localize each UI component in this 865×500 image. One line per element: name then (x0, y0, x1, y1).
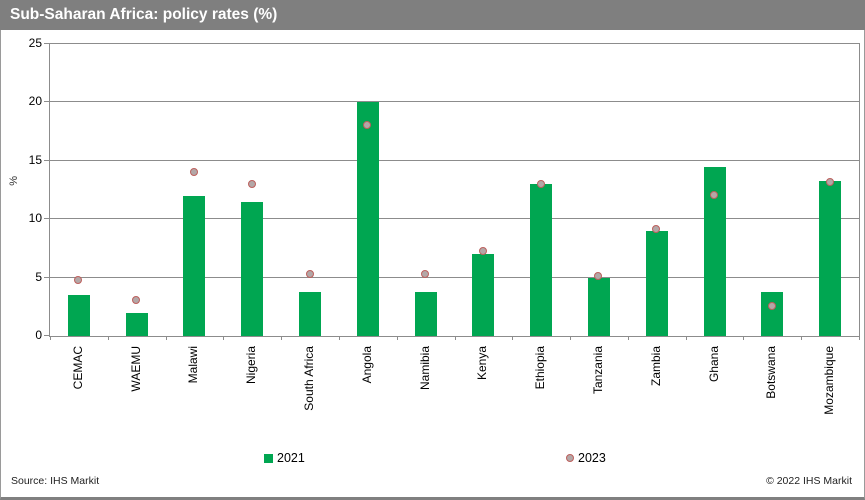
bar-angola (356, 102, 379, 336)
y-tick-label: 10 (28, 211, 42, 226)
x-axis-label: WAEMU (128, 346, 143, 392)
y-axis-tick (44, 218, 50, 220)
y-axis-tick (44, 101, 50, 103)
x-axis-tick (281, 336, 283, 340)
x-axis-tick (512, 336, 514, 340)
x-axis-tick (859, 336, 860, 340)
x-axis-label: Malawi (186, 346, 201, 384)
gridline (50, 159, 859, 161)
bar-namibia (414, 292, 437, 336)
gridline (50, 218, 859, 220)
point-cemac (74, 276, 83, 285)
x-axis-tick (685, 336, 687, 340)
point-ghana (710, 191, 719, 200)
y-axis-tick (44, 159, 50, 161)
y-axis-tick (44, 276, 50, 278)
point-malawi (189, 167, 198, 176)
gridline (50, 101, 859, 103)
y-axis-tick (44, 335, 50, 336)
x-axis-tick (223, 336, 225, 340)
bar-kenya (472, 254, 495, 336)
point-south-africa (305, 270, 314, 279)
x-axis-label: Ghana (706, 346, 721, 383)
x-axis-label: Zambia (648, 346, 663, 387)
x-axis-tick (50, 336, 51, 340)
x-axis-tick (570, 336, 572, 340)
x-axis-label: Angola (359, 346, 374, 384)
bar-malawi (183, 195, 206, 336)
x-axis-tick (801, 336, 803, 340)
x-axis-label: Nigeria (244, 346, 259, 385)
bar-nigeria (241, 201, 264, 336)
y-tick-label: 25 (28, 36, 42, 50)
x-axis-label: South Africa (302, 346, 317, 411)
chart-title: Sub-Saharan Africa: policy rates (%) (10, 6, 278, 23)
y-axis-label: % (8, 176, 20, 186)
point-namibia (421, 270, 430, 279)
bar-tanzania (587, 277, 610, 336)
legend-item-2023: 2023 (566, 451, 606, 465)
x-axis-tick (454, 336, 456, 340)
plot-area: 0 5 10 15 20 25 CEMAC WAEMU Malawi Nigeria South A… (29, 36, 860, 415)
point-nigeria (247, 179, 256, 188)
legend-label-2023: 2023 (578, 451, 606, 465)
bar-south-africa (299, 292, 322, 336)
bar-cemac (67, 295, 90, 336)
point-botswana (767, 302, 776, 311)
source-note: Source: IHS Markit (11, 475, 100, 487)
legend-item-2021: 2021 (264, 451, 305, 465)
chart-title-bar: Sub-Saharan Africa: policy rates (%) (0, 0, 865, 30)
legend-square-icon (264, 453, 273, 463)
chart-frame: % 0 5 10 15 20 25 CEMAC WAEMU Malawi Nigeria South… (0, 30, 865, 500)
y-tick-label: 20 (28, 94, 42, 109)
point-angola (363, 121, 372, 130)
y-tick-label: 0 (35, 328, 42, 342)
x-axis-label: Ethiopia (533, 346, 548, 390)
x-axis-label: Botswana (764, 346, 779, 399)
point-mozambique (825, 178, 834, 187)
x-axis-tick (107, 336, 109, 340)
x-axis-label: Namibia (417, 346, 432, 391)
x-axis-tick (396, 336, 398, 340)
bar-ghana (703, 166, 726, 336)
x-axis-tick (743, 336, 745, 340)
bar-botswana (761, 292, 784, 336)
x-axis-label: Mozambique (822, 346, 837, 415)
x-axis-label: CEMAC (70, 346, 85, 390)
bar-zambia (645, 230, 668, 336)
bar-mozambique (819, 181, 842, 336)
point-tanzania (594, 271, 603, 280)
y-tick-label: 15 (28, 152, 42, 167)
copyright-note: © 2022 IHS Markit (766, 475, 852, 487)
x-axis-label: Kenya (475, 346, 490, 381)
legend-label-2021: 2021 (277, 451, 305, 465)
x-axis-tick (165, 336, 167, 340)
bar-waemu (125, 312, 148, 336)
bar-ethiopia (530, 184, 553, 336)
x-axis-tick (338, 336, 340, 340)
point-kenya (478, 246, 487, 255)
point-zambia (652, 225, 661, 234)
y-axis-tick (44, 43, 50, 44)
legend-circle-icon (566, 454, 574, 462)
point-waemu (132, 296, 141, 305)
x-axis-tick (627, 336, 629, 340)
x-axis-label: Tanzania (590, 346, 605, 395)
point-ethiopia (536, 179, 545, 188)
gridline (50, 276, 859, 278)
y-tick-label: 5 (35, 269, 42, 284)
